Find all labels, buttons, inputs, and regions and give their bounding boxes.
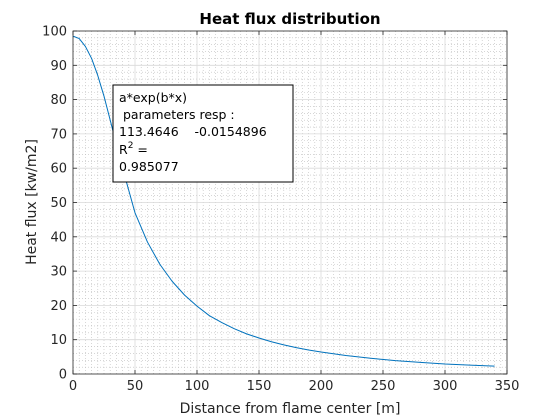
- annotation-r-squared-value: 0.985077: [119, 159, 179, 174]
- annotation-r-squared: R2 =: [119, 141, 148, 157]
- x-tick-label: 200: [309, 379, 334, 394]
- tick-marks: [72, 30, 508, 375]
- x-tick-label: 300: [433, 379, 458, 394]
- annotation-frame: [112, 84, 294, 183]
- annotation-r-letter: R: [119, 142, 128, 157]
- y-axis-label: Heat flux [kw/m2]: [24, 139, 40, 265]
- y-tick-label: 40: [50, 230, 67, 245]
- x-tick-label: 50: [127, 379, 144, 394]
- x-tick-label: 0: [69, 379, 77, 394]
- y-tick-label: 70: [50, 127, 67, 142]
- tick-labels: 0 50 100 150 200 250 300 350 0 10 20 30 40 50 60 70 80 90…: [42, 25, 519, 395]
- annotation-params-values: 113.4646 -0.0154896: [119, 124, 267, 139]
- y-tick-label: 80: [50, 93, 67, 108]
- fit-annotation-box: a*exp(b*x) parameters resp : 113.4646 -0…: [112, 84, 294, 183]
- series-layer: [72, 35, 495, 367]
- x-tick-label: 250: [371, 379, 396, 394]
- x-tick-label: 100: [185, 379, 210, 394]
- annotation-model: a*exp(b*x): [119, 90, 187, 105]
- x-axis-label: Distance from flame center [m]: [180, 401, 401, 417]
- y-tick-label: 20: [50, 299, 67, 314]
- y-tick-label: 30: [50, 265, 67, 280]
- x-tick-label: 150: [247, 379, 272, 394]
- y-tick-label: 10: [50, 333, 67, 348]
- chart-title: Heat flux distribution: [199, 10, 380, 28]
- annotation-params-label: parameters resp :: [119, 107, 235, 122]
- y-tick-label: 100: [42, 25, 67, 40]
- y-tick-label: 50: [50, 196, 67, 211]
- annotation-superscript: 2: [128, 141, 134, 151]
- y-tick-label: 60: [50, 162, 67, 177]
- y-tick-label: 0: [59, 368, 67, 383]
- y-tick-label: 90: [50, 59, 67, 74]
- series-line-heat-flux: [72, 35, 495, 367]
- annotation-equals: =: [133, 142, 147, 157]
- x-tick-label: 350: [495, 379, 520, 394]
